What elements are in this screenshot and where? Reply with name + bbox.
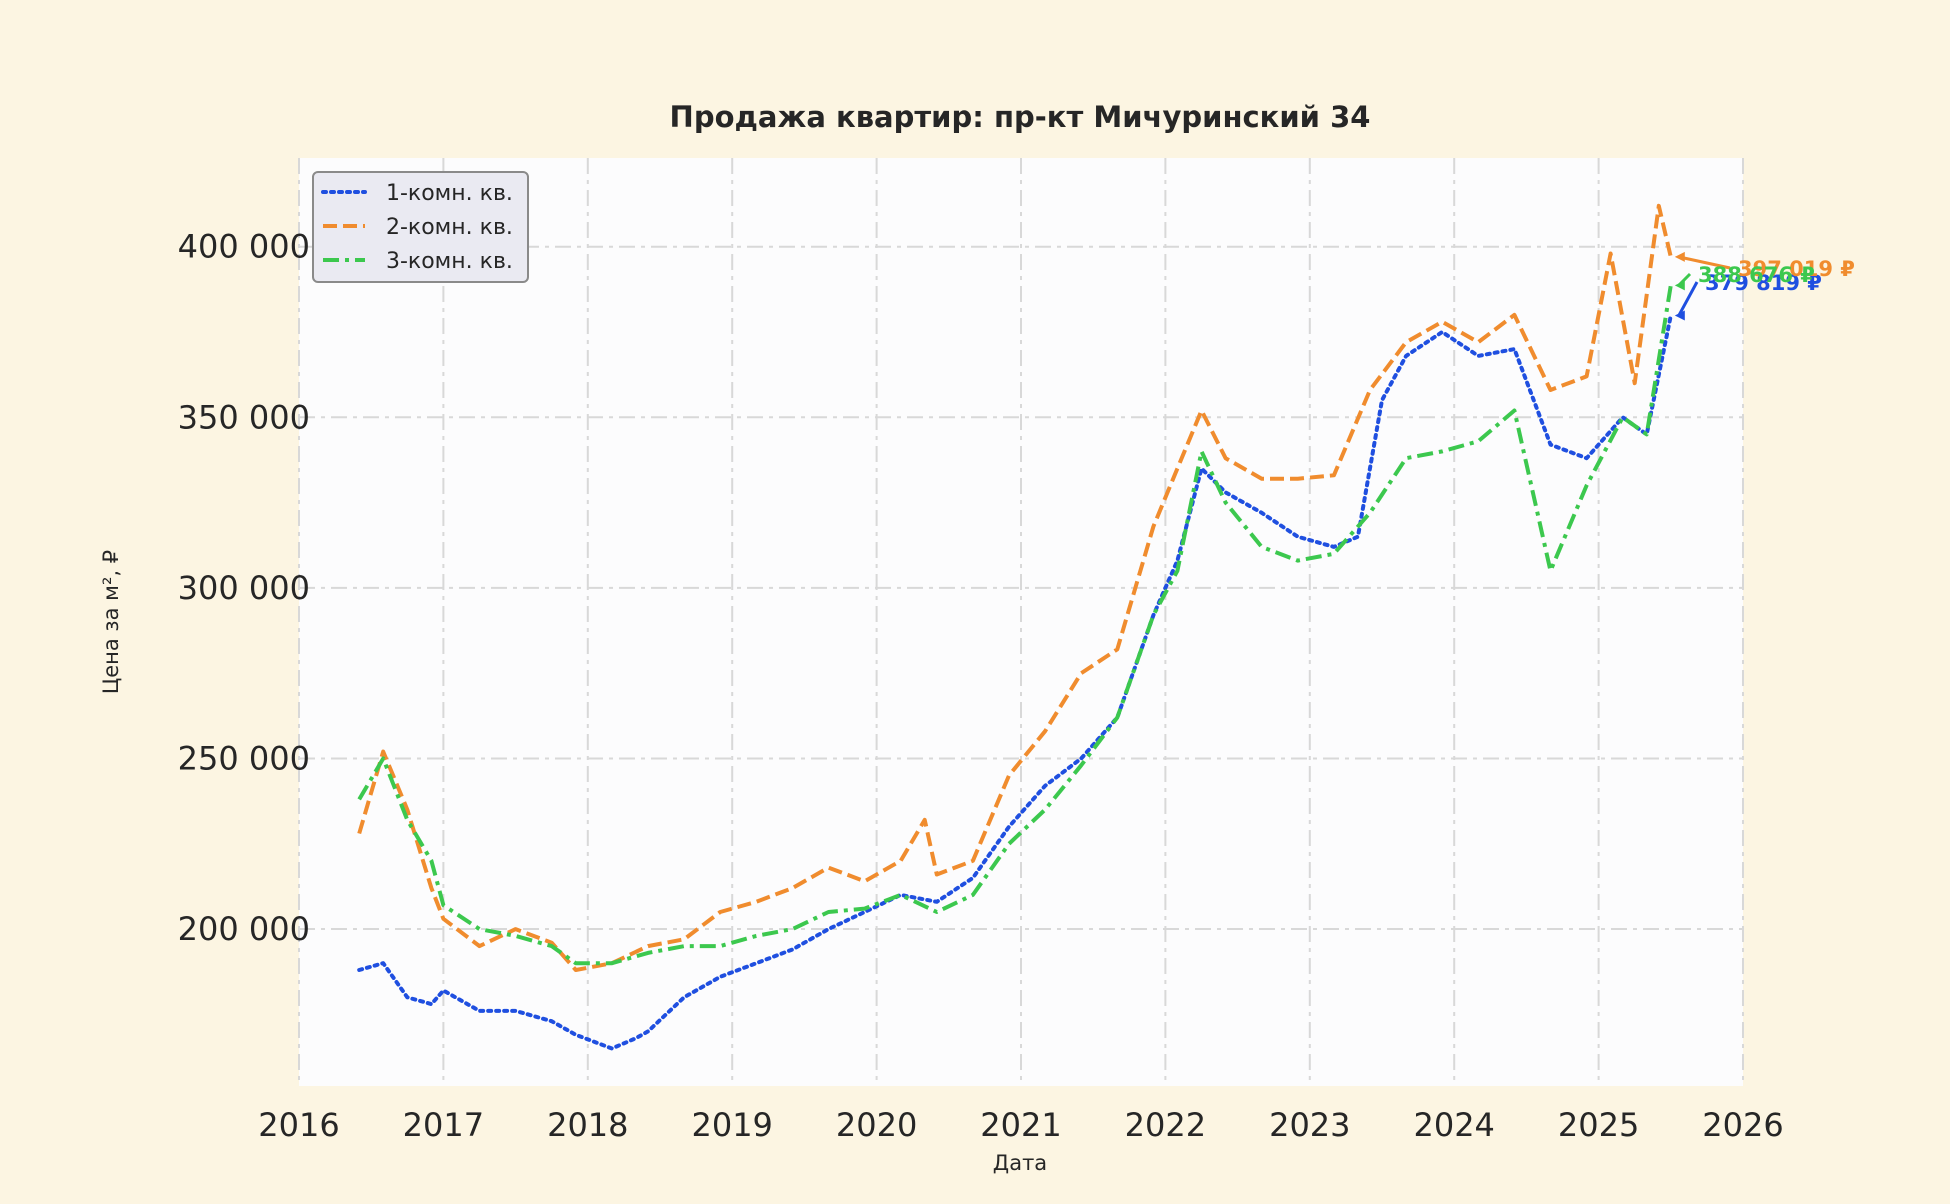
x-axis: 2016 2017 2018 2019 2020 2021 2022 2023 2024 2025…: [258, 1106, 1783, 1144]
y-axis-label: Цена за м², ₽: [99, 550, 123, 694]
series-layer: [357, 203, 1673, 1051]
x-tick-label: 2018: [547, 1106, 628, 1144]
x-tick-label: 2016: [258, 1106, 339, 1144]
y-tick-label: 250 000: [178, 739, 310, 777]
final-value-label: 397 019 ₽: [1738, 257, 1855, 281]
annotation-arrow-head: [1674, 280, 1685, 291]
legend-label: 2-комн. кв.: [386, 215, 513, 240]
final-value-label: 379 819 ₽: [1705, 271, 1822, 295]
x-tick-label: 2022: [1125, 1106, 1206, 1144]
annotation-arrow: [1678, 255, 1731, 270]
x-tick-label: 2017: [403, 1106, 484, 1144]
legend-box: [312, 171, 529, 283]
series-line-2: [357, 203, 1673, 972]
x-tick-label: 2024: [1413, 1106, 1494, 1144]
legend-label: 1-комн. кв.: [386, 181, 513, 206]
y-tick-label: 200 000: [178, 910, 310, 948]
x-tick-label: 2026: [1702, 1106, 1783, 1144]
legend-label: 3-комн. кв.: [386, 249, 513, 274]
x-tick-label: 2020: [836, 1106, 917, 1144]
annotation-arrow-head: [1674, 251, 1685, 262]
legend: 1-комн. кв. 2-комн. кв. 3-комн. кв.: [312, 171, 529, 283]
x-tick-label: 2023: [1269, 1106, 1350, 1144]
y-tick-label: 300 000: [178, 569, 310, 607]
final-value-annotations: 379 819 ₽397 019 ₽388 676 ₽: [1674, 251, 1855, 321]
x-tick-label: 2019: [691, 1106, 772, 1144]
series-line-3: [357, 284, 1673, 966]
grid: [298, 158, 1744, 1086]
final-value-label: 388 676 ₽: [1698, 263, 1815, 287]
x-tick-label: 2021: [980, 1106, 1061, 1144]
x-axis-label: Дата: [993, 1151, 1047, 1175]
series-line-1: [357, 313, 1673, 1051]
y-tick-label: 400 000: [178, 228, 310, 266]
chart-title: Продажа квартир: пр-кт Мичуринский 34: [670, 100, 1371, 134]
y-tick-label: 350 000: [178, 398, 310, 436]
annotation-arrow-head: [1674, 310, 1685, 321]
x-tick-label: 2025: [1558, 1106, 1639, 1144]
y-axis: 200 000 250 000 300 000 350 000 400 000: [178, 228, 310, 948]
annotation-arrow: [1677, 281, 1699, 317]
